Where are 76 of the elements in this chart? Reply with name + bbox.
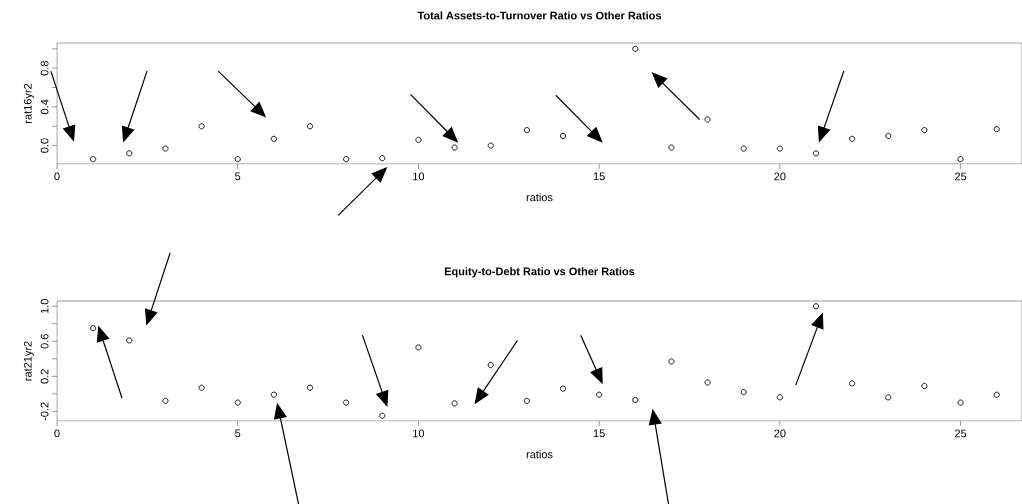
x-tick-label: 5: [235, 172, 241, 181]
y-tick-label: 0.6: [40, 334, 49, 349]
point: [343, 399, 350, 406]
point: [776, 394, 783, 401]
point: [451, 144, 458, 151]
point: [379, 155, 386, 162]
point: [993, 391, 1000, 398]
point: [668, 358, 675, 365]
point: [198, 384, 205, 391]
x-tick-label: 15: [593, 172, 605, 181]
point: [523, 127, 530, 134]
x-tick-label: 10: [413, 429, 425, 438]
y-tick-label: 0.2: [40, 369, 49, 384]
point: [957, 399, 964, 406]
point: [306, 384, 314, 391]
point: [559, 132, 567, 139]
y-tick-label: 0.0: [40, 138, 49, 153]
point: [812, 303, 820, 310]
point: [632, 396, 639, 404]
point: [704, 379, 711, 386]
point: [740, 389, 747, 396]
point: [234, 156, 241, 163]
point: [740, 145, 747, 152]
point: [885, 132, 892, 139]
chart-title: Equity-to-Debt Ratio vs Other Ratios: [444, 267, 635, 278]
point: [90, 156, 97, 163]
point: [812, 150, 820, 157]
y-axis-title: rat16yr2: [23, 83, 34, 123]
point: [415, 344, 422, 351]
point: [451, 400, 458, 407]
x-tick-label: 20: [774, 172, 786, 181]
point: [704, 116, 711, 123]
point: [270, 135, 277, 142]
point: [162, 145, 169, 152]
x-tick-label: 25: [955, 172, 967, 181]
x-tick-label: 20: [774, 429, 786, 438]
x-tick-label: 5: [235, 429, 241, 438]
point: [487, 142, 494, 149]
point: [849, 380, 856, 387]
point: [415, 136, 422, 143]
point: [993, 126, 1000, 133]
x-tick-label: 15: [593, 429, 605, 438]
x-tick-label: 10: [413, 172, 425, 181]
chart-title: Total Assets-to-Turnover Ratio vs Other Ratios: [417, 11, 662, 20]
point: [849, 135, 856, 142]
point: [921, 382, 928, 390]
point: [632, 45, 639, 52]
point: [487, 361, 494, 368]
point: [162, 397, 169, 404]
point: [343, 156, 350, 163]
x-axis-title: ratios: [526, 193, 553, 202]
point: [523, 397, 530, 404]
point: [126, 150, 133, 157]
point: [198, 123, 205, 130]
point: [921, 127, 928, 134]
y-tick-label: 0.4: [40, 99, 49, 115]
x-axis-title: ratios: [526, 450, 553, 459]
point: [234, 399, 241, 406]
point: [559, 385, 567, 392]
y-axis-title: rat21yr2: [23, 341, 34, 381]
point: [776, 145, 783, 152]
point: [90, 325, 97, 332]
y-tick-label: 1.0: [40, 299, 49, 314]
point: [306, 123, 314, 130]
point: [596, 391, 603, 398]
point: [126, 337, 133, 344]
x-tick-label: 0: [54, 429, 60, 438]
y-tick-label: -0.2: [40, 402, 49, 421]
point: [668, 144, 675, 151]
point: [270, 391, 277, 398]
x-tick-label: 25: [955, 429, 967, 438]
y-tick-label: 0.8: [40, 61, 49, 76]
x-tick-label: 0: [54, 172, 60, 181]
point: [957, 156, 964, 163]
point: [379, 412, 386, 419]
point: [885, 394, 892, 401]
